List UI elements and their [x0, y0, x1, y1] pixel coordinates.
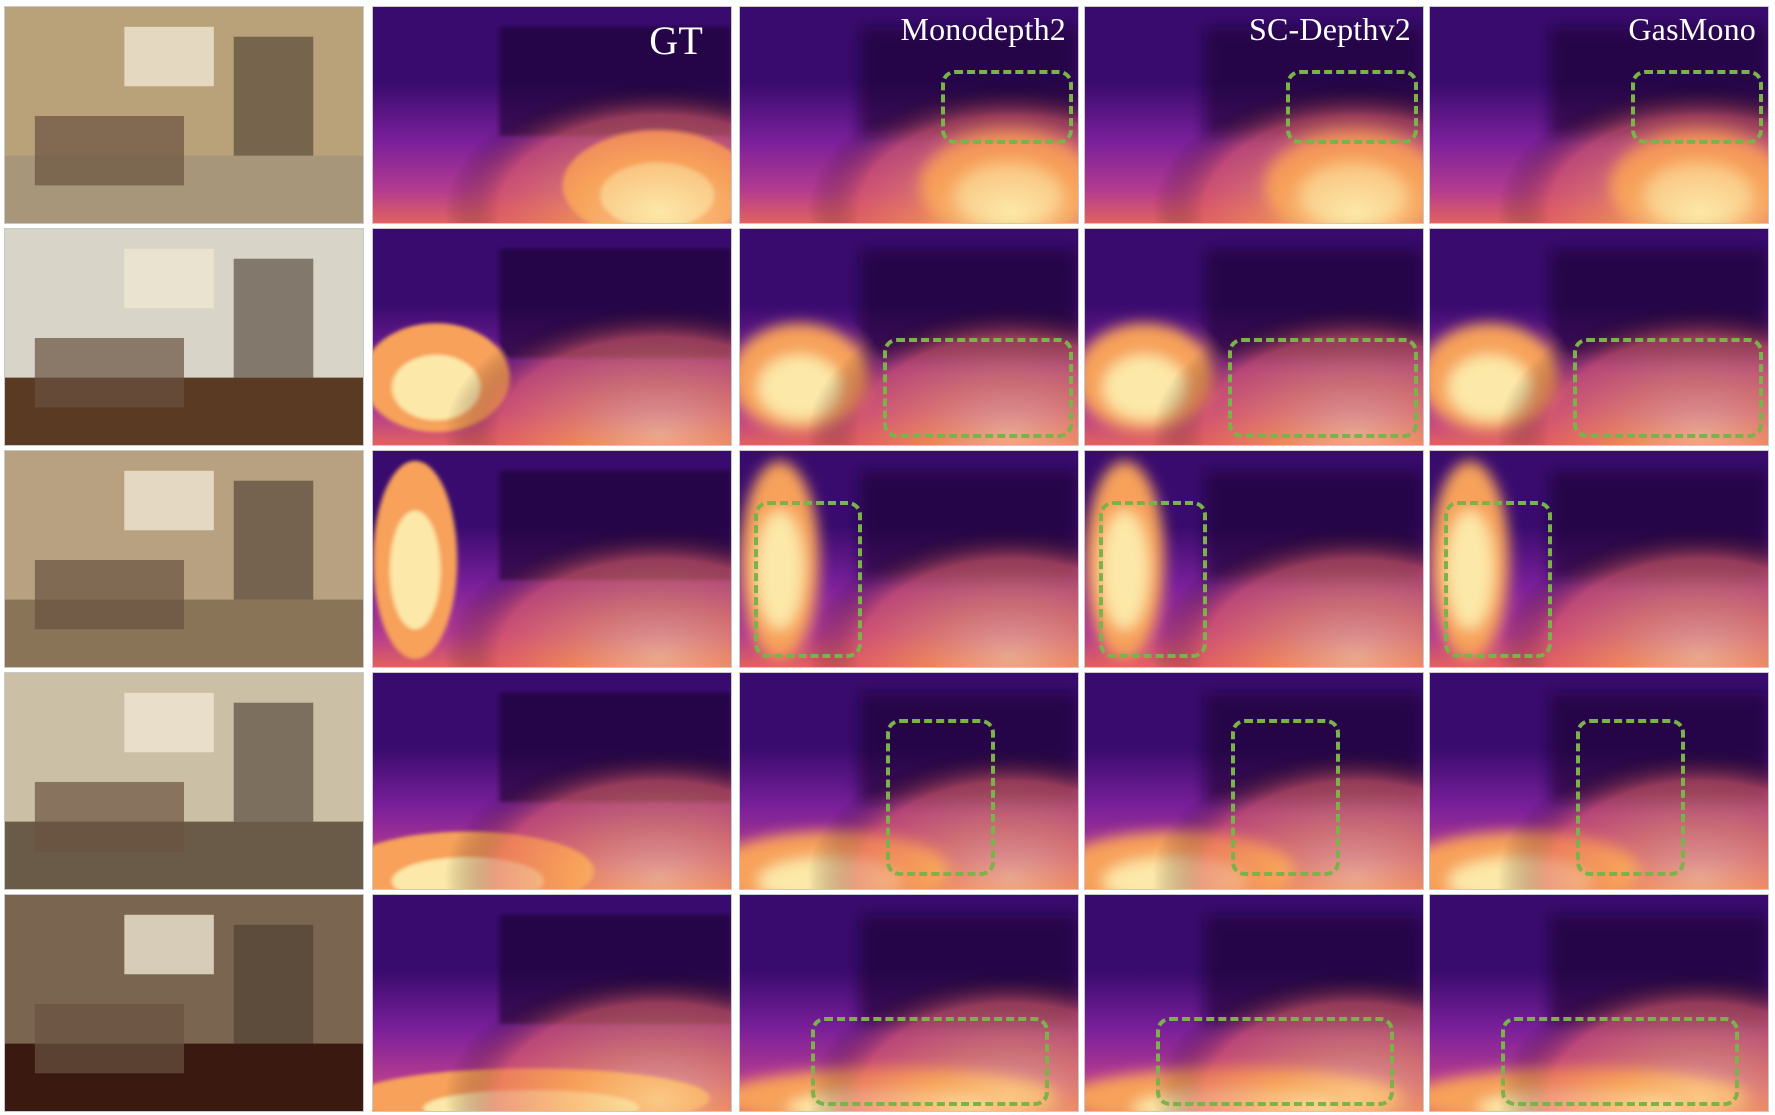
cell-row4-gasmono [1429, 672, 1769, 890]
cell-row4-monodepth2 [739, 672, 1079, 890]
cell-row5-rgb [4, 894, 364, 1112]
cell-row1-rgb [4, 6, 364, 224]
cell-row4-sc-depthv2 [1084, 672, 1424, 890]
cell-row5-monodepth2 [739, 894, 1079, 1112]
cell-row5-gasmono [1429, 894, 1769, 1112]
cell-row1-sc-depthv2: SC-Depthv2 [1084, 6, 1424, 224]
highlight-box [1501, 1017, 1740, 1107]
cell-row4-rgb [4, 672, 364, 890]
cell-row3-monodepth2 [739, 450, 1079, 668]
cell-row2-sc-depthv2 [1084, 228, 1424, 446]
highlight-box [1156, 1017, 1395, 1107]
highlight-box [940, 70, 1074, 145]
highlight-box [1576, 718, 1685, 876]
cell-row3-sc-depthv2 [1084, 450, 1424, 668]
cell-row5-sc-depthv2 [1084, 894, 1424, 1112]
cell-row1-monodepth2: Monodepth2 [739, 6, 1079, 224]
highlight-box [1285, 70, 1419, 145]
highlight-box [1630, 70, 1764, 145]
cell-row4-gt [372, 672, 732, 890]
highlight-box [1227, 338, 1419, 439]
highlight-box [886, 718, 995, 876]
highlight-box [811, 1017, 1050, 1107]
column-label-gt: GT [649, 18, 703, 63]
cell-row5-gt [372, 894, 732, 1112]
cell-row2-gasmono [1429, 228, 1769, 446]
cell-row2-monodepth2 [739, 228, 1079, 446]
column-label-monodepth2: Monodepth2 [900, 11, 1066, 47]
cell-row1-gasmono: GasMono [1429, 6, 1769, 224]
cell-row2-rgb [4, 228, 364, 446]
highlight-box [882, 338, 1074, 439]
cell-row3-gasmono [1429, 450, 1769, 668]
cell-row2-gt [372, 228, 732, 446]
highlight-box [1231, 718, 1340, 876]
highlight-box [753, 501, 863, 659]
cell-row1-gt: GT [372, 6, 732, 224]
cell-row3-rgb [4, 450, 364, 668]
highlight-box [1572, 338, 1764, 439]
column-label-gasmono: GasMono [1628, 11, 1756, 47]
highlight-box [1098, 501, 1208, 659]
cell-row3-gt [372, 450, 732, 668]
column-label-sc-depthv2: SC-Depthv2 [1249, 11, 1411, 47]
highlight-box [1443, 501, 1553, 659]
